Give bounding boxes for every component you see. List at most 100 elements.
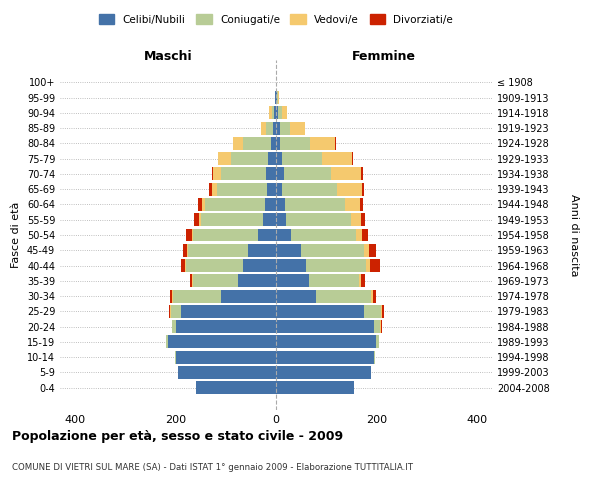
Bar	[280, 137, 310, 150]
Bar	[266, 122, 274, 134]
Bar	[248, 244, 276, 256]
Bar	[281, 106, 287, 120]
Bar	[276, 259, 306, 272]
Bar	[276, 91, 277, 104]
Bar	[371, 290, 373, 302]
Bar	[308, 274, 359, 287]
Bar	[217, 182, 267, 196]
Bar	[370, 259, 380, 272]
Bar	[276, 244, 301, 256]
Bar	[212, 168, 213, 180]
Bar	[276, 381, 354, 394]
Bar	[199, 214, 200, 226]
Bar	[190, 274, 192, 287]
Bar	[367, 259, 370, 272]
Bar	[183, 244, 187, 256]
Bar	[277, 91, 278, 104]
Bar	[192, 274, 193, 287]
Bar	[187, 244, 188, 256]
Bar	[276, 228, 291, 241]
Bar	[352, 214, 361, 226]
Bar	[205, 198, 265, 211]
Bar	[274, 106, 276, 120]
Bar	[213, 168, 221, 180]
Bar	[282, 152, 322, 165]
Bar	[193, 228, 259, 241]
Bar	[364, 244, 369, 256]
Bar	[306, 259, 367, 272]
Bar	[276, 320, 374, 333]
Bar	[168, 336, 276, 348]
Bar	[221, 168, 266, 180]
Text: COMUNE DI VIETRI SUL MARE (SA) - Dati ISTAT 1° gennaio 2009 - Elaborazione TUTTI: COMUNE DI VIETRI SUL MARE (SA) - Dati IS…	[12, 463, 413, 472]
Bar	[361, 274, 365, 287]
Bar	[259, 228, 276, 241]
Bar	[369, 244, 376, 256]
Bar	[322, 152, 352, 165]
Bar	[274, 122, 276, 134]
Bar	[185, 259, 244, 272]
Bar	[310, 137, 335, 150]
Bar	[209, 182, 212, 196]
Bar	[290, 122, 305, 134]
Legend: Celibi/Nubili, Coniugati/e, Vedovi/e, Divorziati/e: Celibi/Nubili, Coniugati/e, Vedovi/e, Di…	[95, 10, 457, 29]
Bar	[276, 214, 286, 226]
Bar	[346, 198, 361, 211]
Text: Femmine: Femmine	[352, 50, 416, 62]
Bar	[356, 228, 362, 241]
Bar	[276, 290, 316, 302]
Bar	[276, 106, 278, 120]
Bar	[176, 350, 276, 364]
Bar	[286, 214, 352, 226]
Bar	[185, 228, 191, 241]
Bar	[166, 336, 168, 348]
Bar	[244, 137, 271, 150]
Bar	[276, 182, 282, 196]
Bar	[231, 152, 268, 165]
Text: Maschi: Maschi	[143, 50, 193, 62]
Bar	[362, 228, 368, 241]
Bar	[316, 290, 371, 302]
Bar	[221, 290, 276, 302]
Bar	[280, 122, 290, 134]
Bar	[276, 168, 284, 180]
Bar	[170, 290, 172, 302]
Bar	[276, 305, 364, 318]
Bar	[268, 152, 276, 165]
Bar	[285, 198, 346, 211]
Bar	[352, 152, 353, 165]
Bar	[172, 290, 173, 302]
Bar	[178, 366, 276, 379]
Bar	[282, 182, 337, 196]
Bar	[170, 305, 181, 318]
Bar	[200, 214, 263, 226]
Bar	[276, 122, 280, 134]
Bar	[276, 366, 371, 379]
Bar	[373, 290, 376, 302]
Bar	[169, 305, 170, 318]
Bar	[276, 198, 285, 211]
Bar	[265, 198, 276, 211]
Bar	[233, 137, 244, 150]
Bar	[172, 320, 176, 333]
Bar	[284, 168, 331, 180]
Bar	[361, 198, 363, 211]
Bar	[173, 290, 221, 302]
Y-axis label: Anni di nascita: Anni di nascita	[569, 194, 579, 276]
Bar	[196, 381, 276, 394]
Bar	[194, 214, 199, 226]
Text: Popolazione per età, sesso e stato civile - 2009: Popolazione per età, sesso e stato civil…	[12, 430, 343, 443]
Bar	[271, 137, 276, 150]
Bar	[218, 152, 231, 165]
Bar	[266, 168, 276, 180]
Bar	[198, 198, 202, 211]
Bar	[175, 350, 176, 364]
Bar	[276, 274, 308, 287]
Bar	[291, 228, 356, 241]
Bar	[269, 106, 272, 120]
Bar	[374, 320, 380, 333]
Bar	[361, 214, 365, 226]
Bar	[263, 214, 276, 226]
Bar	[181, 259, 185, 272]
Bar	[193, 274, 238, 287]
